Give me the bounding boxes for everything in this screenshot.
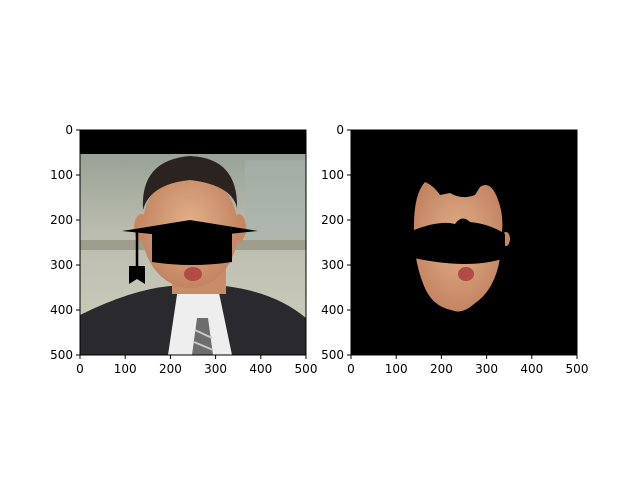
right-ytick-label: 0 [336, 123, 344, 137]
cap-tassel [129, 266, 145, 284]
left-xtick-label: 0 [76, 362, 84, 376]
mask-eye-band [414, 218, 505, 264]
right-axes-frame [350, 129, 578, 356]
tie-stripes [193, 329, 214, 351]
mask-mouth [458, 267, 474, 281]
left-ytick-label: 0 [65, 123, 73, 137]
left-ytick-label: 100 [50, 168, 73, 182]
left-xtick-label: 500 [295, 362, 318, 376]
left-xtick-label: 200 [159, 362, 182, 376]
left-xtick-label: 400 [249, 362, 272, 376]
hair [142, 156, 238, 210]
right-ytick-label: 500 [321, 348, 344, 362]
left-axes-frame [79, 129, 307, 356]
right-xtick-label: 400 [520, 362, 543, 376]
left-ytick-label: 400 [50, 303, 73, 317]
right-ytick-label: 300 [321, 258, 344, 272]
left-ytick-label: 300 [50, 258, 73, 272]
mouth [184, 267, 202, 281]
left-xtick-label: 100 [114, 362, 137, 376]
right-ytick-label: 100 [321, 168, 344, 182]
eye-band [152, 233, 232, 265]
window [245, 160, 306, 240]
top-black-band [80, 130, 306, 154]
left-image [80, 130, 306, 355]
right-ytick-label: 200 [321, 213, 344, 227]
right-xtick-label: 500 [566, 362, 589, 376]
left-ytick-label: 200 [50, 213, 73, 227]
right-image [351, 130, 577, 355]
right-xtick-label: 200 [430, 362, 453, 376]
right-ytick-label: 400 [321, 303, 344, 317]
left-xtick-label: 300 [204, 362, 227, 376]
right-xtick-label: 100 [385, 362, 408, 376]
right-xtick-label: 300 [475, 362, 498, 376]
left-ytick-label: 500 [50, 348, 73, 362]
tie [192, 318, 213, 355]
right-xtick-label: 0 [347, 362, 355, 376]
